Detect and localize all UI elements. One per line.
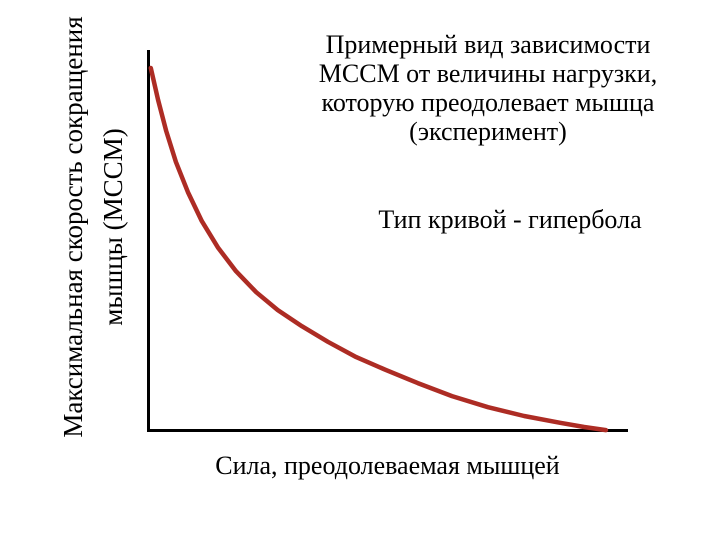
mccm-curve	[148, 65, 609, 433]
chart-title: Примерный вид зависимости МССМ от величи…	[287, 30, 689, 146]
chart-title-line: Примерный вид зависимости	[325, 30, 651, 59]
chart-title-line: МССМ от величины нагрузки,	[318, 59, 658, 88]
x-axis-label: Сила, преодолеваемая мышцей	[215, 451, 560, 480]
chart-title-line: (эксперимент)	[409, 117, 567, 146]
y-axis-label-line: мышцы (МССМ)	[98, 128, 128, 326]
y-axis-label: Максимальная скорость сокращения мышцы (…	[53, 7, 133, 447]
chart-title-line: которую преодолевает мышца	[321, 88, 655, 117]
curve-type-annotation: Тип кривой - гипербола	[378, 205, 642, 234]
y-axis-label-line: Максимальная скорость сокращения	[58, 16, 88, 438]
